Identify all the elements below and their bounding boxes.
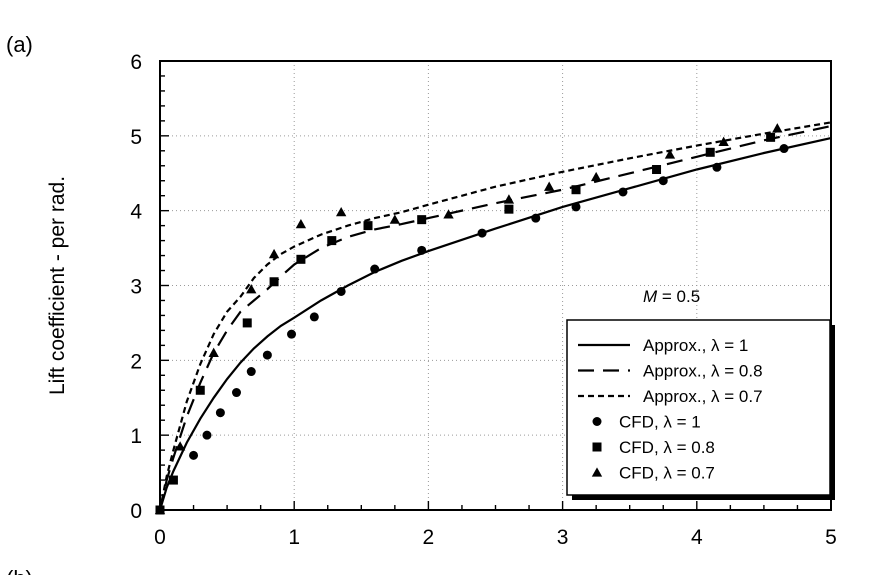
- data-point-circle: [262, 350, 272, 360]
- series-markers: [154, 123, 789, 515]
- legend-entries: Approx., λ = 1 Approx., λ = 0.8 Approx., λ…: [578, 336, 763, 483]
- data-point-triangle: [295, 218, 307, 229]
- data-point-square: [168, 475, 178, 485]
- data-point-circle: [189, 450, 199, 460]
- series-line-0: [158, 137, 832, 511]
- data-point-triangle: [268, 248, 280, 259]
- data-point-circle: [417, 245, 427, 255]
- data-point-triangle: [389, 214, 401, 224]
- data-point-triangle: [590, 171, 602, 182]
- legend-label: Approx., λ = 1: [643, 336, 748, 355]
- y-tick-label: 4: [130, 201, 142, 224]
- legend-marker-swatch: [591, 467, 603, 477]
- series-lines: [158, 121, 832, 511]
- y-tick-label: 6: [130, 51, 142, 74]
- data-point-circle: [215, 408, 225, 418]
- data-point-circle: [246, 367, 256, 377]
- data-point-square: [363, 221, 373, 231]
- mach-symbol: M: [643, 287, 658, 306]
- data-point-circle: [202, 430, 212, 440]
- data-point-square: [766, 132, 776, 142]
- data-point-square: [269, 277, 279, 287]
- grid-lines: [160, 61, 831, 510]
- x-tick-label: 5: [825, 526, 837, 549]
- data-point-triangle: [772, 123, 783, 133]
- data-point-triangle: [208, 347, 219, 357]
- data-point-square: [504, 204, 514, 214]
- data-point-square: [195, 385, 205, 395]
- legend-label: Approx., λ = 0.7: [643, 387, 763, 406]
- data-point-circle: [712, 162, 722, 172]
- data-point-circle: [571, 202, 581, 212]
- data-point-circle: [336, 286, 346, 296]
- data-point-square: [242, 318, 252, 328]
- data-point-triangle: [718, 136, 729, 146]
- legend-box: [566, 319, 831, 496]
- x-tick-label: 0: [154, 526, 166, 549]
- legend: Approx., λ = 1 Approx., λ = 0.8 Approx., λ…: [566, 319, 835, 500]
- y-tick-label: 1: [130, 425, 142, 448]
- series-line-1: [158, 125, 832, 511]
- y-tick-labels: 0 1 2 3 4 5 6: [130, 51, 142, 523]
- x-tick-label: 1: [288, 526, 300, 549]
- x-tick-labels: 0 1 2 3 4 5: [154, 526, 837, 549]
- panel-label-a: (a): [6, 32, 33, 57]
- panel-label-b: (b): [6, 566, 33, 575]
- data-point-circle: [618, 187, 628, 197]
- data-point-circle: [531, 213, 541, 223]
- data-point-triangle: [544, 181, 555, 191]
- legend-label: Approx., λ = 0.8: [643, 362, 763, 381]
- data-point-circle: [287, 329, 297, 339]
- y-tick-label: 5: [130, 126, 142, 149]
- series-line-2: [158, 121, 832, 511]
- x-tick-label: 2: [423, 526, 435, 549]
- data-point-triangle: [174, 441, 186, 451]
- data-point-square: [571, 185, 581, 195]
- data-point-triangle: [246, 284, 257, 294]
- mach-number-annotation: M = 0.5: [643, 287, 700, 306]
- x-tick-label: 4: [691, 526, 703, 549]
- legend-label: CFD, λ = 1: [619, 413, 701, 432]
- y-tick-label: 0: [130, 500, 142, 523]
- legend-marker-swatch: [592, 417, 602, 426]
- legend-marker-swatch: [592, 442, 602, 452]
- x-tick-label: 3: [557, 526, 569, 549]
- mach-value: = 0.5: [657, 287, 700, 306]
- data-point-square: [296, 254, 306, 264]
- data-point-triangle: [664, 149, 676, 159]
- data-point-square: [327, 236, 337, 246]
- data-point-circle: [370, 264, 380, 274]
- legend-label: CFD, λ = 0.7: [619, 464, 715, 483]
- data-point-circle: [658, 176, 668, 186]
- data-point-square: [417, 215, 427, 225]
- legend-label: CFD, λ = 0.8: [619, 438, 715, 457]
- data-point-triangle: [503, 194, 515, 204]
- plot-frame: [159, 60, 832, 511]
- data-point-circle: [779, 144, 789, 154]
- data-point-triangle: [443, 209, 454, 219]
- data-point-triangle: [335, 206, 347, 217]
- data-point-circle: [477, 228, 487, 238]
- data-point-square: [652, 165, 662, 175]
- y-axis-title: Lift coefficient - per rad.: [46, 176, 69, 395]
- y-tick-label: 2: [130, 350, 142, 373]
- data-point-square: [705, 147, 715, 157]
- data-point-circle: [309, 312, 319, 322]
- y-tick-label: 3: [130, 276, 142, 299]
- data-point-circle: [231, 388, 241, 398]
